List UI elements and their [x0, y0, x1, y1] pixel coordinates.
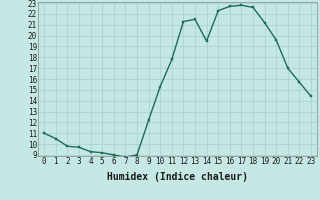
- X-axis label: Humidex (Indice chaleur): Humidex (Indice chaleur): [107, 172, 248, 182]
